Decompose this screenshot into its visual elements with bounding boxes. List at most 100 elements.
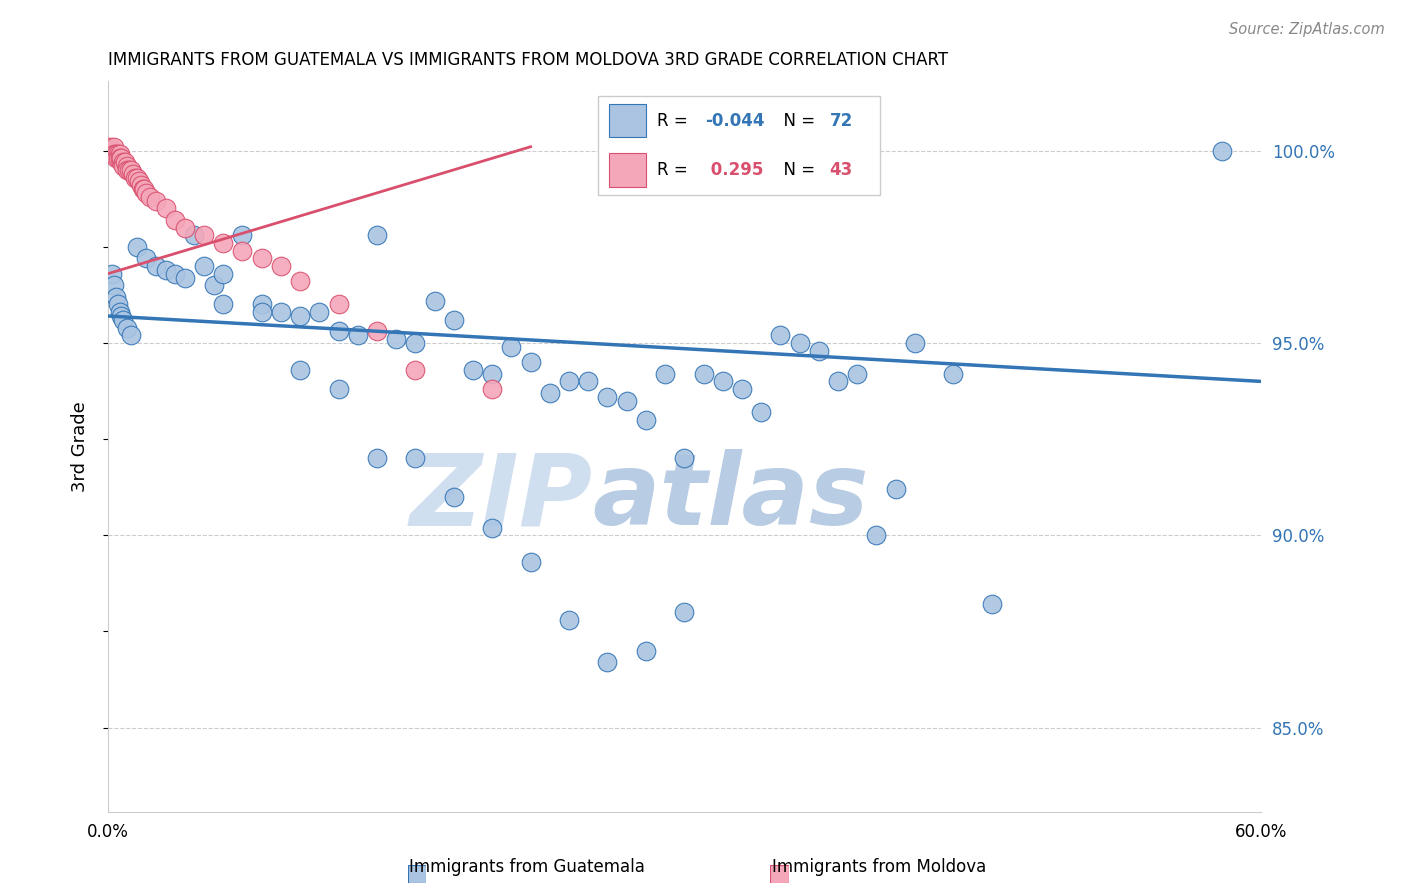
Point	[423, 293, 446, 308]
Point	[250, 297, 273, 311]
Point	[481, 382, 503, 396]
Point	[443, 313, 465, 327]
Point	[155, 263, 177, 277]
Text: atlas: atlas	[592, 450, 869, 547]
Point	[596, 390, 619, 404]
Point	[270, 259, 292, 273]
Point	[115, 162, 138, 177]
Point	[308, 305, 330, 319]
Point	[692, 367, 714, 381]
Point	[519, 555, 541, 569]
Point	[270, 305, 292, 319]
Point	[769, 328, 792, 343]
Point	[107, 147, 129, 161]
Point	[749, 405, 772, 419]
Y-axis label: 3rd Grade: 3rd Grade	[72, 401, 89, 492]
Point	[131, 182, 153, 196]
Point	[366, 451, 388, 466]
Point	[250, 305, 273, 319]
Point	[193, 228, 215, 243]
Point	[107, 151, 129, 165]
Point	[128, 174, 150, 188]
Point	[711, 375, 734, 389]
Point	[366, 325, 388, 339]
Point	[385, 332, 408, 346]
Point	[904, 335, 927, 350]
Point	[519, 355, 541, 369]
Point	[101, 267, 124, 281]
Point	[103, 140, 125, 154]
Point	[481, 520, 503, 534]
Point	[165, 267, 187, 281]
Point	[129, 178, 152, 193]
Point	[634, 643, 657, 657]
Text: Immigrants from Guatemala: Immigrants from Guatemala	[409, 858, 645, 876]
Point	[404, 363, 426, 377]
Point	[731, 382, 754, 396]
Point	[112, 313, 135, 327]
Point	[108, 147, 131, 161]
Point	[124, 170, 146, 185]
Point	[366, 228, 388, 243]
Text: Source: ZipAtlas.com: Source: ZipAtlas.com	[1229, 22, 1385, 37]
Point	[145, 259, 167, 273]
Point	[328, 325, 350, 339]
Point	[616, 393, 638, 408]
Point	[827, 375, 849, 389]
Point	[115, 320, 138, 334]
Point	[596, 655, 619, 669]
Point	[108, 151, 131, 165]
Point	[654, 367, 676, 381]
Point	[846, 367, 869, 381]
Point	[942, 367, 965, 381]
Point	[501, 340, 523, 354]
Point	[165, 212, 187, 227]
Point	[135, 186, 157, 200]
Point	[346, 328, 368, 343]
Point	[288, 274, 311, 288]
Point	[107, 297, 129, 311]
Point	[673, 451, 696, 466]
Point	[231, 244, 253, 258]
Point	[101, 144, 124, 158]
Point	[673, 605, 696, 619]
Point	[288, 363, 311, 377]
Point	[212, 267, 235, 281]
Point	[139, 190, 162, 204]
Point	[173, 270, 195, 285]
Point	[104, 147, 127, 161]
Point	[558, 613, 581, 627]
Point	[103, 147, 125, 161]
Point	[558, 375, 581, 389]
Point	[110, 155, 132, 169]
Point	[576, 375, 599, 389]
Point	[193, 259, 215, 273]
Text: ZIP: ZIP	[409, 450, 592, 547]
Point	[865, 528, 887, 542]
Point	[443, 490, 465, 504]
Point	[110, 309, 132, 323]
Point	[288, 309, 311, 323]
Point	[122, 167, 145, 181]
Point	[135, 252, 157, 266]
Point	[212, 297, 235, 311]
Point	[1211, 144, 1233, 158]
Point	[461, 363, 484, 377]
Point	[120, 328, 142, 343]
Point	[789, 335, 811, 350]
Point	[120, 162, 142, 177]
Point	[103, 278, 125, 293]
Point	[125, 240, 148, 254]
Point	[328, 297, 350, 311]
Point	[183, 228, 205, 243]
Point	[538, 385, 561, 400]
Point	[202, 278, 225, 293]
Point	[110, 151, 132, 165]
Point	[104, 290, 127, 304]
Point	[104, 151, 127, 165]
Point	[145, 194, 167, 208]
Point	[807, 343, 830, 358]
Point	[250, 252, 273, 266]
Point	[98, 140, 121, 154]
Point	[980, 598, 1002, 612]
